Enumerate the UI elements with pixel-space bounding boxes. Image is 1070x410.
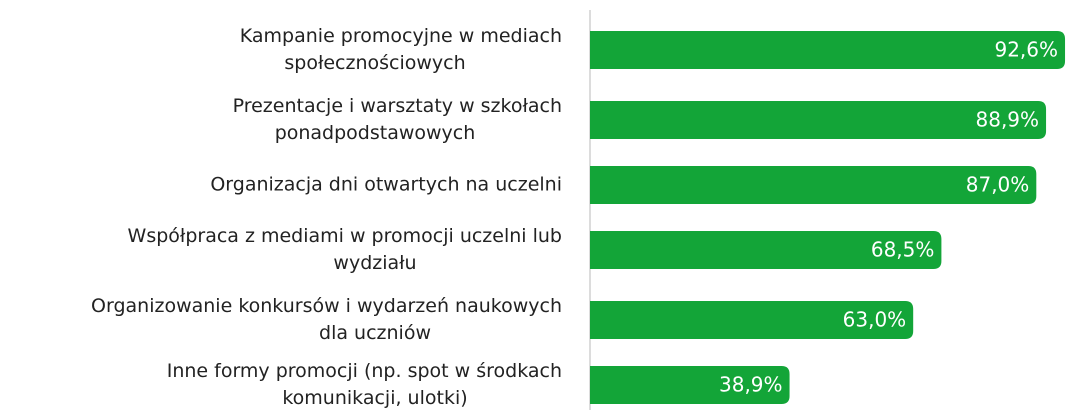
category-label: Współpraca z mediami w promocji uczelni … xyxy=(128,225,562,247)
value-label: 92,6% xyxy=(994,38,1058,62)
bar xyxy=(590,301,914,339)
category-label: ponadpodstawowych xyxy=(275,122,476,144)
value-label: 68,5% xyxy=(871,238,935,262)
bar xyxy=(590,166,1037,204)
category-label: Inne formy promocji (np. spot w środkach xyxy=(167,360,562,382)
category-label: Organizowanie konkursów i wydarzeń nauko… xyxy=(91,295,562,317)
bar xyxy=(590,31,1066,69)
bar xyxy=(590,101,1047,139)
category-label: Kampanie promocyjne w mediach xyxy=(240,25,562,47)
category-label: dla uczniów xyxy=(319,322,431,344)
category-label: Organizacja dni otwartych na uczelni xyxy=(210,174,562,196)
value-label: 87,0% xyxy=(966,173,1030,197)
bar xyxy=(590,231,942,269)
value-label: 88,9% xyxy=(976,108,1040,132)
category-label: społecznościowych xyxy=(284,52,465,74)
value-label: 63,0% xyxy=(843,308,907,332)
category-label: wydziału xyxy=(333,252,416,274)
bar xyxy=(590,366,790,404)
category-label: Prezentacje i warsztaty w szkołach xyxy=(233,95,562,117)
value-label: 38,9% xyxy=(719,373,783,397)
category-label: komunikacji, ulotki) xyxy=(282,387,467,409)
